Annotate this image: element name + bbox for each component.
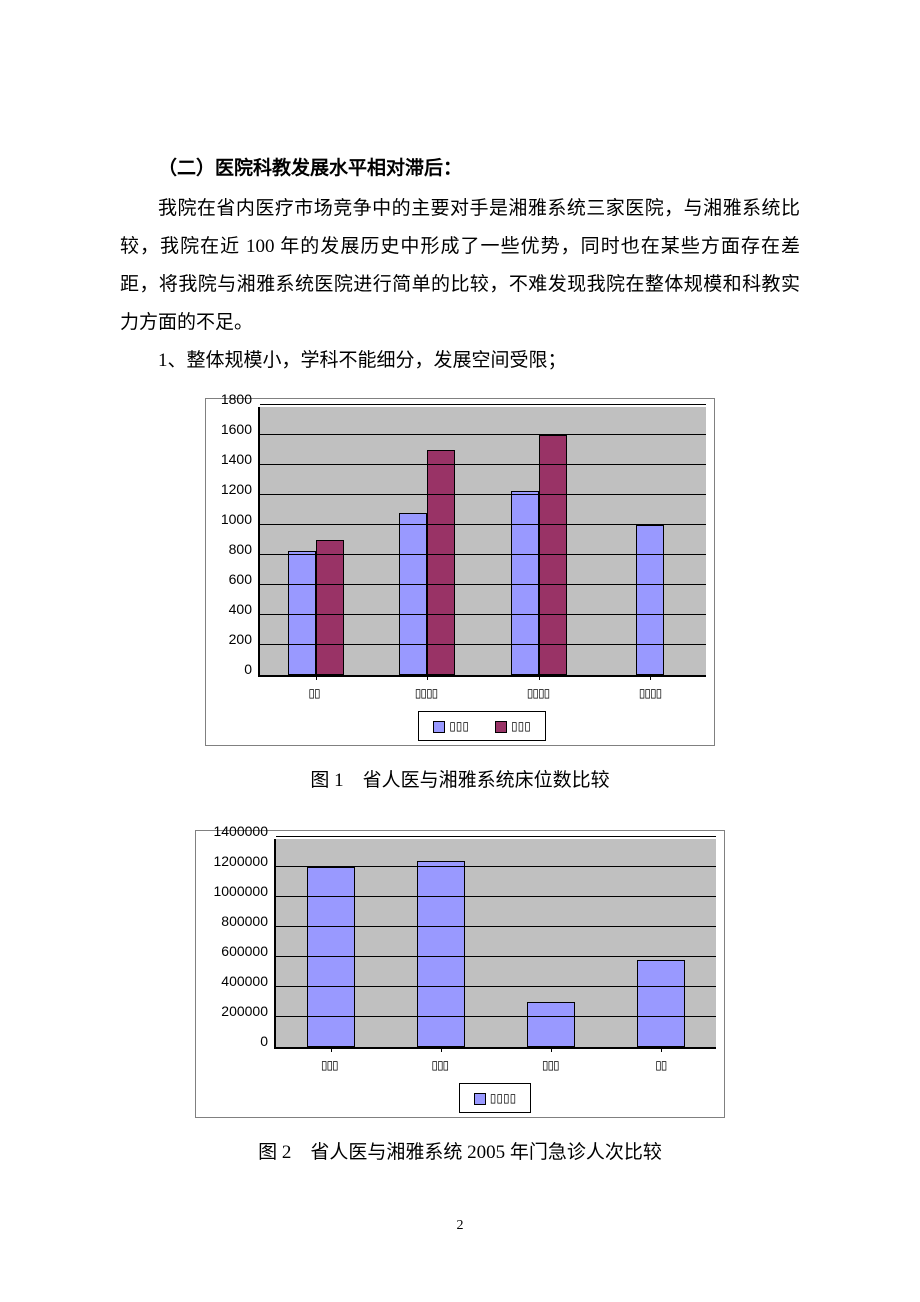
chart-1-x-labels: ▯▯▯▯▯▯▯▯▯▯▯▯▯▯: [258, 681, 706, 705]
legend-item: ▯▯▯: [433, 714, 469, 738]
gridline: [260, 584, 706, 585]
chart-2-plot-area: [274, 839, 716, 1049]
x-label: ▯▯: [606, 1053, 717, 1077]
chart-2-x-labels: ▯▯▯▯▯▯▯▯▯▯▯: [274, 1053, 716, 1077]
gridline: [276, 836, 716, 837]
legend-label: ▯▯▯: [511, 719, 531, 733]
bar: [417, 861, 465, 1047]
gridline: [260, 494, 706, 495]
x-tick-mark: [661, 1047, 662, 1052]
page-number: 2: [120, 1212, 800, 1240]
x-tick-mark: [427, 675, 428, 680]
gridline: [276, 926, 716, 927]
x-label: ▯▯▯▯: [594, 681, 706, 705]
gridline: [260, 404, 706, 405]
chart-1-plot-area: [258, 407, 706, 677]
x-label: ▯▯▯: [495, 1053, 606, 1077]
bar: [637, 960, 685, 1047]
gridline: [276, 986, 716, 987]
x-tick-mark: [650, 675, 651, 680]
bar: [288, 551, 316, 676]
x-label: ▯▯▯▯: [482, 681, 594, 705]
gridline: [276, 1016, 716, 1017]
bar: [316, 540, 344, 675]
bar: [511, 491, 539, 676]
legend-item: ▯▯▯▯: [474, 1086, 516, 1110]
gridline: [260, 464, 706, 465]
gridline: [276, 956, 716, 957]
bar: [539, 435, 567, 675]
bar-group: [260, 407, 372, 675]
gridline: [276, 866, 716, 867]
x-label: ▯▯▯: [274, 1053, 385, 1077]
paragraph-1: 我院在省内医疗市场竞争中的主要对手是湘雅系统三家医院，与湘雅系统比较，我院在近 …: [120, 190, 800, 342]
bar-group: [483, 407, 595, 675]
gridline: [260, 554, 706, 555]
bar: [399, 513, 427, 675]
x-tick-mark: [441, 1047, 442, 1052]
x-tick-mark: [316, 675, 317, 680]
x-label: ▯▯▯▯: [370, 681, 482, 705]
chart-1-frame: 020040060080010001200140016001800 ▯▯▯▯▯▯…: [205, 398, 715, 746]
chart-1-legend: ▯▯▯ ▯▯▯: [418, 711, 546, 741]
legend-swatch: [474, 1093, 486, 1105]
bar-group: [372, 407, 484, 675]
chart-1-bars: [260, 407, 706, 675]
bar: [636, 525, 664, 675]
legend-swatch: [433, 721, 445, 733]
bar: [527, 1002, 575, 1047]
gridline: [260, 644, 706, 645]
chart-2-y-axis: 0200000400000600000800000100000012000001…: [204, 839, 274, 1049]
bar-group: [595, 407, 707, 675]
gridline: [260, 614, 706, 615]
gridline: [276, 896, 716, 897]
x-tick-mark: [551, 1047, 552, 1052]
bar: [307, 867, 355, 1047]
chart-2-caption: 图 2 省人医与湘雅系统 2005 年门急诊人次比较: [120, 1134, 800, 1172]
x-label: ▯▯▯: [385, 1053, 496, 1077]
gridline: [260, 524, 706, 525]
gridline: [260, 434, 706, 435]
section-heading: （二）医院科教发展水平相对滞后：: [120, 150, 800, 188]
x-tick-mark: [539, 675, 540, 680]
list-item-1: 1、整体规模小，学科不能细分，发展空间受限；: [120, 342, 800, 380]
document-page: （二）医院科教发展水平相对滞后： 我院在省内医疗市场竞争中的主要对手是湘雅系统三…: [0, 0, 920, 1300]
chart-2-frame: 0200000400000600000800000100000012000001…: [195, 830, 725, 1118]
x-tick-mark: [331, 1047, 332, 1052]
chart-2-inner: 0200000400000600000800000100000012000001…: [195, 830, 725, 1118]
legend-label: ▯▯▯▯: [490, 1091, 516, 1105]
legend-label: ▯▯▯: [449, 719, 469, 733]
legend-swatch: [495, 721, 507, 733]
chart-2-legend: ▯▯▯▯: [459, 1083, 531, 1113]
chart-1-caption: 图 1 省人医与湘雅系统床位数比较: [120, 762, 800, 800]
x-label: ▯▯: [258, 681, 370, 705]
chart-1-y-axis: 020040060080010001200140016001800: [214, 407, 258, 677]
legend-item: ▯▯▯: [495, 714, 531, 738]
chart-1-inner: 020040060080010001200140016001800 ▯▯▯▯▯▯…: [205, 398, 715, 746]
bar: [427, 450, 455, 675]
